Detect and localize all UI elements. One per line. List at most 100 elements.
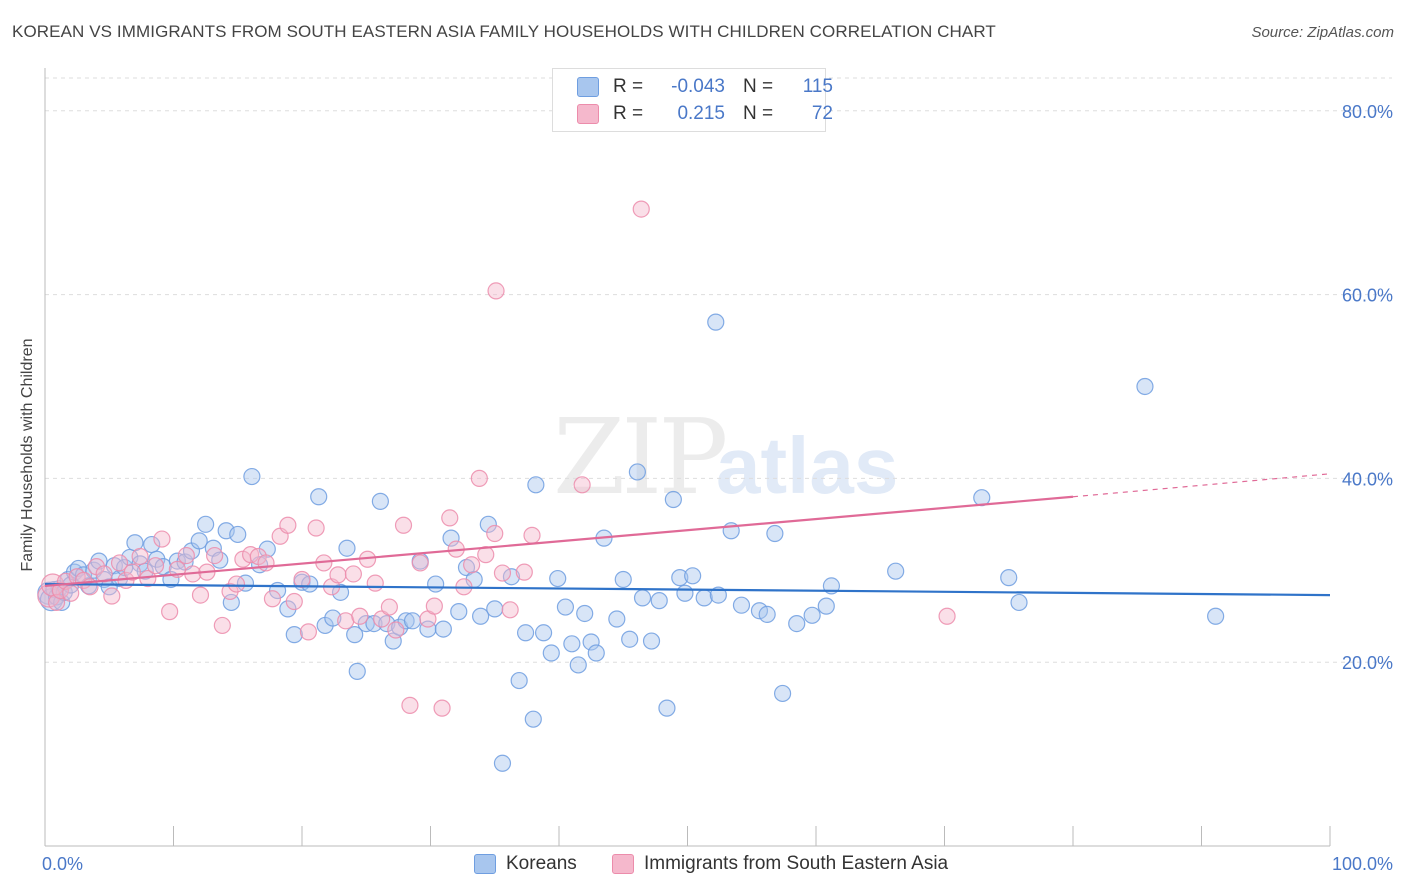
immigrant-point bbox=[279, 516, 297, 534]
bottom-legend-label-immigrants: Immigrants from South Eastern Asia bbox=[644, 853, 949, 874]
immigrant-point bbox=[285, 592, 303, 611]
immigrant-point bbox=[123, 563, 141, 581]
y-tick-label: 80.0% bbox=[1342, 102, 1393, 122]
korean-point bbox=[709, 586, 727, 604]
korean-point bbox=[803, 606, 821, 624]
immigrant-point bbox=[177, 546, 195, 565]
immigrant-point bbox=[515, 563, 533, 581]
immigrant-point bbox=[103, 587, 121, 605]
immigrant-point bbox=[401, 696, 419, 714]
korean-point bbox=[384, 632, 402, 650]
korean-point bbox=[338, 539, 356, 557]
korean-trend-line bbox=[44, 582, 1331, 597]
immigrant-point bbox=[263, 590, 282, 608]
immigrant-point bbox=[441, 509, 459, 527]
immigrant-point bbox=[299, 623, 318, 641]
korean-point bbox=[887, 562, 905, 580]
korean-point bbox=[587, 644, 605, 662]
korean-point bbox=[1207, 607, 1225, 625]
immigrant-point bbox=[161, 603, 179, 621]
immigrant-point bbox=[293, 570, 311, 589]
korean-point bbox=[621, 630, 639, 648]
bottom-legend-swatch-koreans bbox=[474, 854, 496, 874]
korean-point bbox=[510, 671, 528, 690]
korean-point bbox=[243, 467, 261, 486]
korean-point bbox=[684, 567, 702, 585]
legend-n-value: 72 bbox=[811, 103, 833, 124]
korean-point bbox=[628, 463, 646, 481]
chart-title: KOREAN VS IMMIGRANTS FROM SOUTH EASTERN … bbox=[12, 22, 996, 41]
immigrant-point bbox=[501, 601, 519, 619]
korean-point bbox=[650, 592, 668, 610]
immigrant-point bbox=[51, 581, 70, 600]
immigrant-point bbox=[351, 607, 369, 625]
watermark-atlas: atlas bbox=[716, 421, 899, 510]
immigrant-point bbox=[463, 556, 481, 574]
immigrant-point bbox=[191, 586, 210, 604]
immigrant-point bbox=[433, 699, 451, 717]
korean-point bbox=[542, 644, 560, 662]
y-tick-label: 40.0% bbox=[1342, 469, 1393, 489]
korean-point bbox=[658, 699, 676, 717]
legend-row-immigrants: R = 0.215 N = 72 bbox=[577, 102, 833, 126]
korean-point bbox=[450, 603, 468, 621]
korean-point bbox=[732, 596, 751, 614]
immigrant-point bbox=[110, 554, 129, 572]
immigrant-point bbox=[227, 575, 246, 593]
immigrant-point bbox=[366, 574, 384, 592]
korean-point bbox=[582, 633, 600, 651]
korean-point bbox=[229, 525, 247, 544]
korean-point bbox=[442, 529, 460, 547]
immigrant-point bbox=[213, 616, 231, 635]
korean-point bbox=[563, 635, 581, 653]
korean-point bbox=[817, 597, 835, 615]
immigrant-point bbox=[523, 526, 541, 544]
korean-point bbox=[378, 614, 396, 633]
correlation-legend: R = -0.043 N = 115 R = 0.215 N = 72 bbox=[552, 68, 833, 132]
legend-swatch-koreans bbox=[577, 77, 599, 97]
bottom-legend-koreans: Koreans bbox=[474, 852, 577, 876]
korean-point bbox=[403, 612, 422, 630]
korean-point bbox=[434, 620, 452, 638]
immigrant-point bbox=[938, 607, 956, 625]
immigrant-point bbox=[411, 554, 429, 572]
immigrant-point bbox=[387, 621, 405, 639]
korean-point bbox=[534, 624, 553, 642]
immigrant-point bbox=[493, 564, 512, 582]
immigrant-point bbox=[394, 516, 413, 534]
korean-point bbox=[1000, 569, 1018, 587]
watermark-zip: ZIP bbox=[553, 396, 728, 518]
y-tick-label: 60.0% bbox=[1342, 286, 1393, 306]
immigrant-point bbox=[573, 476, 591, 494]
x-tick-label-max: 100.0% bbox=[1332, 854, 1393, 874]
immigrant-point bbox=[206, 546, 224, 565]
korean-point bbox=[346, 626, 364, 644]
korean-point bbox=[614, 570, 632, 589]
korean-point bbox=[695, 589, 713, 607]
korean-point bbox=[324, 609, 342, 627]
immigrant-point bbox=[146, 557, 165, 575]
legend-r-label: R = bbox=[613, 76, 644, 97]
immigrant-point bbox=[632, 200, 650, 218]
x-tick-label-min: 0.0% bbox=[42, 854, 83, 874]
legend-n-value: 115 bbox=[802, 76, 833, 97]
korean-point bbox=[486, 600, 504, 618]
korean-point bbox=[371, 492, 389, 510]
korean-point bbox=[676, 584, 694, 602]
immigrant-point bbox=[153, 530, 171, 548]
korean-point bbox=[516, 624, 535, 642]
korean-point bbox=[549, 569, 567, 588]
korean-point bbox=[310, 488, 328, 506]
korean-point bbox=[633, 589, 652, 607]
korean-point bbox=[766, 524, 784, 543]
korean-point bbox=[211, 551, 229, 569]
korean-point bbox=[524, 710, 542, 728]
korean-point bbox=[576, 604, 594, 623]
korean-point bbox=[569, 656, 587, 674]
legend-r-value: -0.043 bbox=[671, 76, 725, 97]
korean-point bbox=[190, 532, 208, 550]
korean-point bbox=[773, 684, 792, 703]
korean-point bbox=[472, 607, 490, 625]
korean-point bbox=[671, 569, 689, 587]
